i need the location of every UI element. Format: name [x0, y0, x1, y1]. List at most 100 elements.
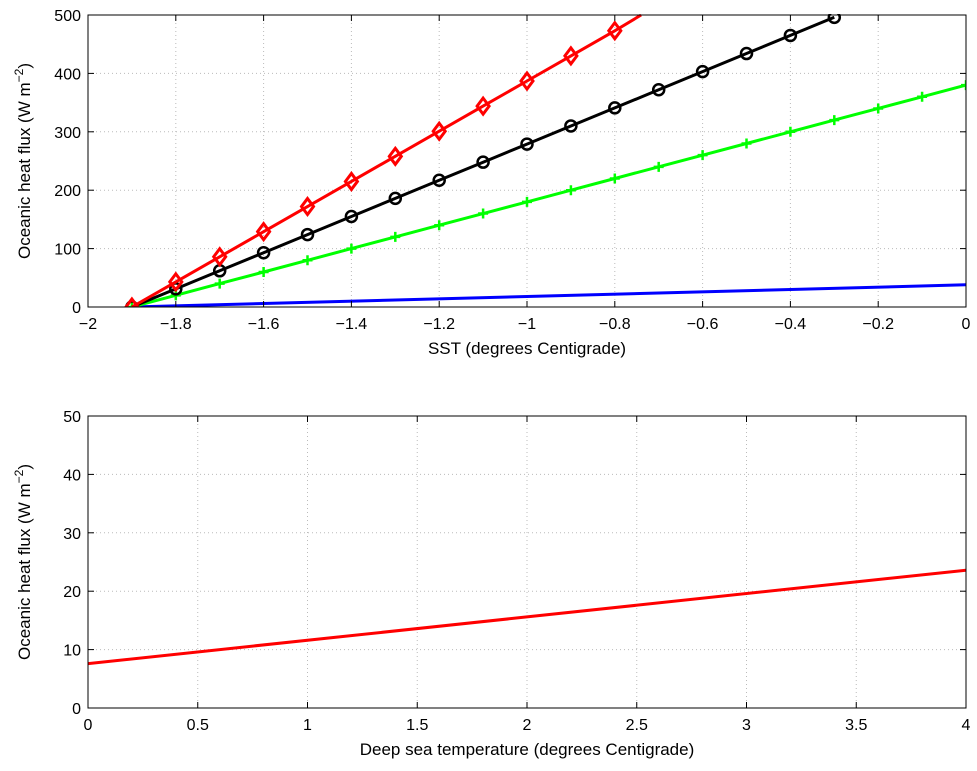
top-x-tick-label: −1: [518, 316, 536, 333]
top-x-tick-label: −1.2: [423, 316, 455, 333]
top-x-axis-label: SST (degrees Centigrade): [428, 339, 626, 358]
top-series-1-point: [565, 185, 576, 196]
top-series-2-point: [608, 101, 622, 115]
top-series-2-point: [783, 28, 798, 43]
top-series-1-point: [522, 196, 532, 207]
top-series-2-point: [388, 191, 403, 206]
top-series-2-point: [520, 137, 534, 151]
top-series-2-point: [564, 119, 578, 133]
bottom-series: [88, 568, 966, 666]
top-series-1-point: [434, 220, 445, 231]
top-series-3-point: [431, 120, 448, 142]
top-series-2-point: [695, 64, 710, 79]
top-series-3-point: [299, 196, 316, 218]
bottom-x-tick-label: 2: [523, 717, 532, 734]
top-series-0-line: [131, 283, 966, 307]
top-series-1-point: [302, 255, 313, 266]
top-series-2-point: [827, 14, 842, 25]
bottom-y-tick-label: 50: [63, 409, 81, 426]
top-series-1-point: [873, 103, 884, 114]
top-series-1-point: [741, 138, 752, 149]
top-x-tick-label: −0.2: [862, 316, 894, 333]
top-series-1-point: [917, 91, 928, 102]
top-series-2-line: [131, 15, 835, 307]
top-series-3-point: [343, 170, 360, 192]
top-y-tick-label: 400: [54, 66, 81, 83]
top-series-2-point: [256, 245, 271, 260]
top-y-tick-label: 200: [54, 183, 81, 200]
top-series-1-point: [390, 231, 401, 242]
top-series-3-point: [475, 95, 491, 117]
top-series-2-point: [300, 227, 315, 242]
top-series-1-point: [346, 243, 357, 254]
bottom-x-tick-label: 0: [84, 717, 93, 734]
top-x-tick-label: 0: [962, 316, 971, 333]
top-series-2-point: [344, 209, 359, 224]
bottom-x-axis-label: Deep sea temperature (degrees Centigrade…: [360, 740, 695, 759]
top-x-tick-label: −1.8: [160, 316, 192, 333]
top-series-1-point: [214, 278, 225, 289]
top-x-tick-label: −2: [79, 316, 97, 333]
bottom-grid: [88, 416, 966, 708]
top-series-3-point: [211, 246, 228, 268]
top-series-1-point: [697, 150, 708, 161]
bottom-x-tick-label: 1.5: [406, 717, 428, 734]
top-series-3-point: [255, 221, 272, 243]
bottom-x-tick-label: 2.5: [626, 717, 648, 734]
top-x-tick-label: −1.4: [336, 316, 368, 333]
bottom-y-tick-label: 10: [63, 643, 81, 660]
top-series-2-point: [125, 300, 139, 307]
top-y-axis-label-close: ): [15, 63, 34, 69]
top-series-1-point: [961, 80, 966, 91]
bottom-y-tick-label: 40: [63, 467, 81, 484]
top-y-tick-label: 500: [54, 8, 81, 25]
top-series-3-point: [606, 20, 623, 42]
bottom-y-axis-label-main: Oceanic heat flux (W m: [15, 483, 34, 660]
top-series-2-point: [476, 155, 490, 169]
top-series-1-point: [829, 115, 840, 126]
top-series-3-point: [387, 145, 404, 167]
top-y-axis-label-main: Oceanic heat flux (W m: [15, 82, 34, 259]
top-x-tick-label: −0.8: [599, 316, 631, 333]
top-series-2-point: [651, 83, 666, 97]
top-series-3-point: [519, 70, 535, 92]
bottom-series-0-line: [88, 568, 966, 666]
top-y-tick-label: 300: [54, 125, 81, 142]
top-series-1-point: [478, 208, 489, 219]
top-series-2-point: [432, 173, 446, 188]
top-series-1-point: [126, 302, 137, 307]
bottom-x-tick-label: 4: [962, 717, 971, 734]
bottom-y-tick-label: 20: [63, 584, 81, 601]
top-x-tick-label: −0.6: [687, 316, 719, 333]
top-series-3-point: [124, 296, 140, 307]
bottom-y-axis-label-sup: −2: [12, 469, 26, 483]
top-series-1-line: [131, 83, 966, 307]
top-y-axis-label-sup: −2: [12, 68, 26, 82]
top-y-tick-label: 100: [54, 242, 81, 259]
bottom-x-tick-label: 0.5: [187, 717, 209, 734]
top-series: [124, 14, 966, 307]
top-x-tick-label: −1.6: [248, 316, 280, 333]
top-series-1-point: [609, 173, 620, 184]
top-series-3-point: [167, 271, 184, 293]
bottom-y-axis-label-close: ): [15, 464, 34, 470]
top-y-axis-label: Oceanic heat flux (W m−2): [12, 63, 34, 259]
bottom-y-axis-label: Oceanic heat flux (W m−2): [12, 464, 34, 660]
top-x-tick-label: −0.4: [775, 316, 807, 333]
bottom-x-tick-label: 1: [303, 717, 312, 734]
top-series-3-point: [563, 45, 579, 67]
bottom-x-tick-label: 3.5: [845, 717, 867, 734]
top-ticks: −2 −1.8 −1.6 −1.4 −1.2 −1 −0.8 −0.6 −0.4 −0.2 0 0 10…: [54, 8, 970, 333]
top-series-3-line: [131, 14, 642, 307]
bottom-y-tick-label: 30: [63, 526, 81, 543]
top-series-1-point: [785, 126, 796, 137]
bottom-y-tick-label: 0: [72, 701, 81, 718]
top-y-tick-label: 0: [72, 300, 81, 317]
top-series-1-point: [653, 161, 664, 172]
top-series-1-point: [258, 266, 269, 277]
bottom-x-tick-label: 3: [742, 717, 751, 734]
top-chart: −2 −1.8 −1.6 −1.4 −1.2 −1 −0.8 −0.6 −0.4 −0.2 0 0 10…: [12, 8, 971, 358]
